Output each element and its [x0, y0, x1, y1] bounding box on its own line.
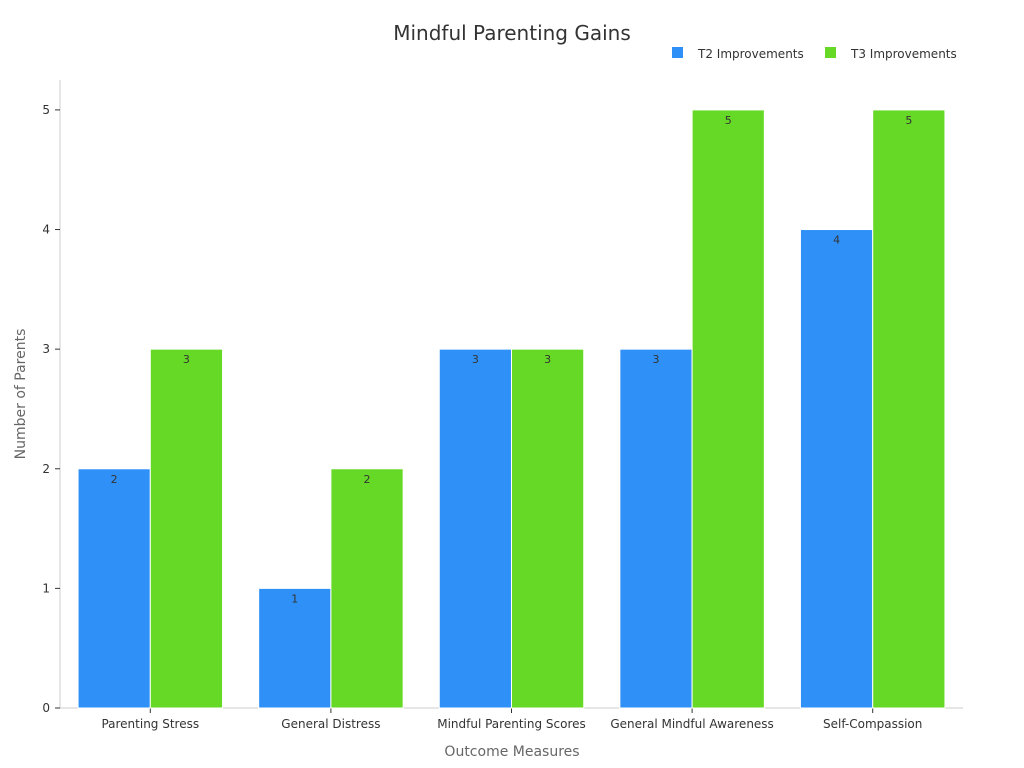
bar-t2	[438, 348, 513, 709]
bar-value-label: 3	[652, 353, 659, 366]
bar-value-label: 5	[725, 114, 732, 127]
bar-value-label: 5	[905, 114, 912, 127]
y-tick-label: 5	[42, 103, 50, 117]
x-axis: Parenting Stress General Distress Mindful …	[60, 707, 963, 731]
x-axis-title: Outcome Measures	[444, 744, 579, 760]
bar-value-label: 2	[111, 473, 118, 486]
y-axis-title: Number of Parents	[13, 329, 29, 460]
bar-t2	[258, 587, 332, 709]
y-tick-label: 3	[42, 342, 50, 356]
legend: T2 Improvements T3 Improvements	[672, 47, 957, 61]
bar-value-label: 2	[364, 473, 371, 486]
bar-t2	[799, 229, 874, 709]
legend-swatch-t2	[672, 47, 683, 58]
x-tick-label: Self-Compassion	[823, 717, 922, 731]
bars-group	[77, 109, 946, 709]
x-tick-label: General Mindful Awareness	[610, 717, 773, 731]
bar-labels-group: 2 3 1 2 3 3 3 5 4 5	[111, 114, 913, 605]
bar-value-label: 3	[544, 353, 551, 366]
x-tick-label: General Distress	[281, 717, 380, 731]
bar-value-label: 3	[183, 353, 190, 366]
y-tick-label: 1	[42, 581, 50, 595]
legend-label-t2: T2 Improvements	[697, 47, 804, 61]
legend-swatch-t3	[825, 47, 836, 58]
x-tick-label: Mindful Parenting Scores	[437, 717, 586, 731]
bar-t3	[330, 468, 404, 709]
bar-t2	[77, 468, 151, 709]
y-tick-label: 4	[42, 223, 50, 237]
x-tick-label: Parenting Stress	[101, 717, 199, 731]
bar-t3	[511, 348, 585, 709]
y-tick-label: 0	[42, 701, 50, 715]
bar-t3	[691, 109, 765, 709]
bar-t3	[872, 109, 946, 709]
y-tick-label: 2	[42, 462, 50, 476]
chart-title: Mindful Parenting Gains	[393, 21, 631, 45]
bar-value-label: 4	[833, 234, 840, 247]
bar-t2	[619, 348, 693, 709]
legend-label-t3: T3 Improvements	[850, 47, 957, 61]
y-axis: 0 1 2 3 4 5	[42, 80, 61, 715]
bar-value-label: 3	[472, 353, 479, 366]
bar-value-label: 1	[291, 592, 298, 605]
bar-t3	[149, 348, 224, 709]
